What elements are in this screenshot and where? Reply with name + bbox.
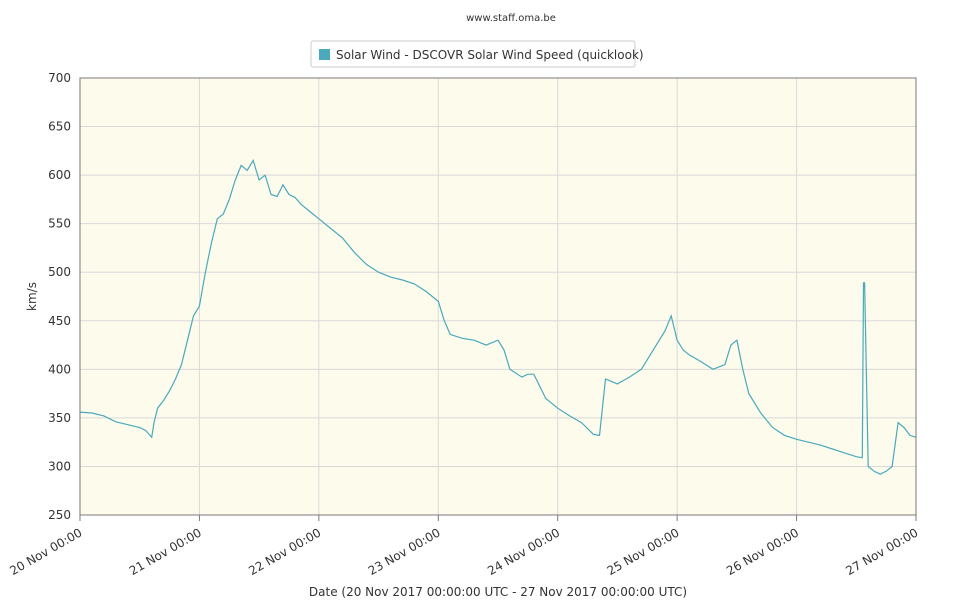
x-tick-label: 25 Nov 00:00 <box>605 525 682 578</box>
y-axis-title: km/s <box>25 282 39 311</box>
legend-swatch <box>319 49 330 60</box>
source-credit: www.staff.oma.be <box>466 13 556 24</box>
plot-area <box>80 78 916 515</box>
x-tick-label: 24 Nov 00:00 <box>485 525 562 578</box>
legend-box <box>310 40 636 68</box>
x-tick-label: 20 Nov 00:00 <box>7 525 84 578</box>
legend-label: Solar Wind - DSCOVR Solar Wind Speed (qu… <box>336 48 644 62</box>
plot-frame <box>79 77 917 516</box>
y-tick-label: 250 <box>48 508 71 522</box>
y-tick-label: 600 <box>48 168 71 182</box>
x-axis: 20 Nov 00:00 21 Nov 00:00 22 Nov 00:00 23 N… <box>7 515 921 578</box>
x-tick-label: 22 Nov 00:00 <box>246 525 323 578</box>
y-tick-label: 450 <box>48 314 71 328</box>
y-tick-label: 550 <box>48 217 71 231</box>
y-tick-label: 400 <box>48 362 71 376</box>
y-tick-label: 350 <box>48 411 71 425</box>
y-tick-label: 700 <box>48 71 71 85</box>
legend[interactable]: Solar Wind - DSCOVR Solar Wind Speed (qu… <box>310 40 644 68</box>
x-tick-label: 27 Nov 00:00 <box>843 525 920 578</box>
x-tick-label: 26 Nov 00:00 <box>724 525 801 578</box>
x-tick-label: 21 Nov 00:00 <box>127 525 204 578</box>
y-axis: 250 300 350 400 450 500 550 600 650 700 <box>48 71 71 522</box>
series-line-solar-wind-speed <box>79 159 917 475</box>
x-tick-label: 23 Nov 00:00 <box>366 525 443 578</box>
y-tick-label: 500 <box>48 265 71 279</box>
y-tick-label: 650 <box>48 120 71 134</box>
x-axis-title: Date (20 Nov 2017 00:00:00 UTC - 27 Nov … <box>309 585 687 599</box>
y-tick-label: 300 <box>48 459 71 473</box>
